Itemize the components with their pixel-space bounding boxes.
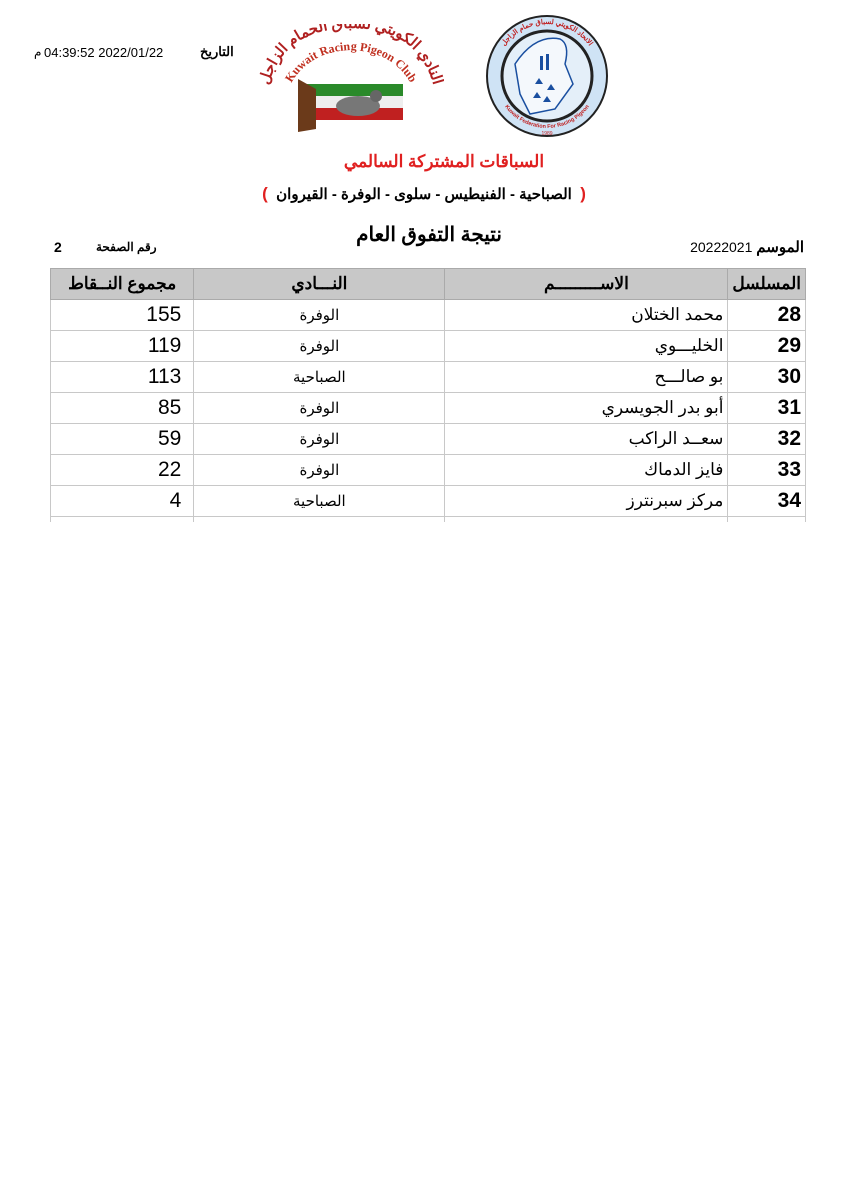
- cell-club: الوفرة: [193, 392, 446, 424]
- cell-club: الصباحية: [193, 485, 446, 517]
- cell-points: 113: [49, 361, 195, 393]
- stub-cell: [727, 516, 806, 522]
- stub-cell: [444, 516, 729, 522]
- date-value: 04:39:52 2022/01/22: [44, 45, 164, 60]
- season: الموسم 20222021: [690, 238, 804, 256]
- paren-close: ): [262, 184, 268, 203]
- season-label: الموسم: [756, 239, 804, 256]
- cell-club: الوفرة: [193, 330, 446, 362]
- cell-name: مركز سبرنترز: [444, 485, 729, 517]
- clubs-list: الصباحية - الفنيطيس - سلوى - الوفرة - ال…: [276, 186, 572, 203]
- club-logo-english-text: Kuwait Racing Pigeon Club: [282, 39, 420, 85]
- participating-clubs: ( الصباحية - الفنيطيس - سلوى - الوفرة - …: [0, 184, 848, 204]
- table-row: 33 فايز الدماك الوفرة 22: [49, 454, 806, 486]
- cell-serial: 28: [727, 299, 806, 331]
- table-row: 31 أبو بدر الجويسري الوفرة 85: [49, 392, 806, 424]
- cell-serial: 30: [727, 361, 806, 393]
- cell-points: 22: [49, 454, 195, 486]
- col-serial: المسلسل: [727, 268, 806, 300]
- col-points: مجموع النــقاط: [49, 268, 195, 300]
- cell-club: الوفرة: [193, 299, 446, 331]
- report-title: نتيجة التفوق العام: [356, 224, 502, 246]
- cell-points: 155: [49, 299, 195, 331]
- stub-cell: [49, 516, 195, 522]
- cell-name: محمد الختلان: [444, 299, 729, 331]
- cell-name: أبو بدر الجويسري: [444, 392, 729, 424]
- club-logo-english-textpath: Kuwait Racing Pigeon Club: [282, 39, 420, 85]
- season-value: 20222021: [690, 239, 753, 255]
- event-title: السباقات المشتركة السالمي: [343, 152, 545, 171]
- cell-club: الصباحية: [193, 361, 446, 393]
- cell-points: 85: [49, 392, 195, 424]
- table-row: 34 مركز سبرنترز الصباحية 4: [49, 485, 806, 517]
- page-number: 2: [54, 239, 62, 255]
- paren-open: (: [580, 184, 586, 203]
- results-table: المسلسل الاســـــــــم النـــادي مجموع ا…: [49, 268, 806, 522]
- cell-club: الوفرة: [193, 423, 446, 455]
- cell-name: بو صالـــح: [444, 361, 729, 393]
- cell-serial: 32: [727, 423, 806, 455]
- cell-serial: 31: [727, 392, 806, 424]
- club-logo: النادي الكويتي لسباق الحمام الزاجل Kuwai…: [258, 24, 444, 132]
- table-row: 30 بو صالـــح الصباحية 113: [49, 361, 806, 393]
- cell-serial: 34: [727, 485, 806, 517]
- cell-points: 119: [49, 330, 195, 362]
- table-row: 29 الخليـــوي الوفرة 119: [49, 330, 806, 362]
- cell-serial: 33: [727, 454, 806, 486]
- cell-club: الوفرة: [193, 454, 446, 486]
- page-number-label: رقم الصفحة: [96, 240, 157, 254]
- cell-points: 4: [49, 485, 195, 517]
- date-suffix: م: [34, 45, 42, 59]
- federation-logo-year: 1989: [541, 131, 552, 137]
- cell-points: 59: [49, 423, 195, 455]
- cell-name: سعــد الراكب: [444, 423, 729, 455]
- col-club: النـــادي: [193, 268, 446, 300]
- table-continuation: [49, 516, 806, 522]
- cell-serial: 29: [727, 330, 806, 362]
- table-header-row: المسلسل الاســـــــــم النـــادي مجموع ا…: [49, 268, 806, 300]
- stub-cell: [193, 516, 446, 522]
- table-row: 32 سعــد الراكب الوفرة 59: [49, 423, 806, 455]
- cell-name: فايز الدماك: [444, 454, 729, 486]
- federation-logo: الاتحاد الكويتي لسباق حمام الزاجل Kuwait…: [486, 15, 608, 137]
- date-label: التاريخ: [200, 44, 234, 59]
- table-row: 28 محمد الختلان الوفرة 155: [49, 299, 806, 331]
- col-name: الاســـــــــم: [444, 268, 729, 300]
- cell-name: الخليـــوي: [444, 330, 729, 362]
